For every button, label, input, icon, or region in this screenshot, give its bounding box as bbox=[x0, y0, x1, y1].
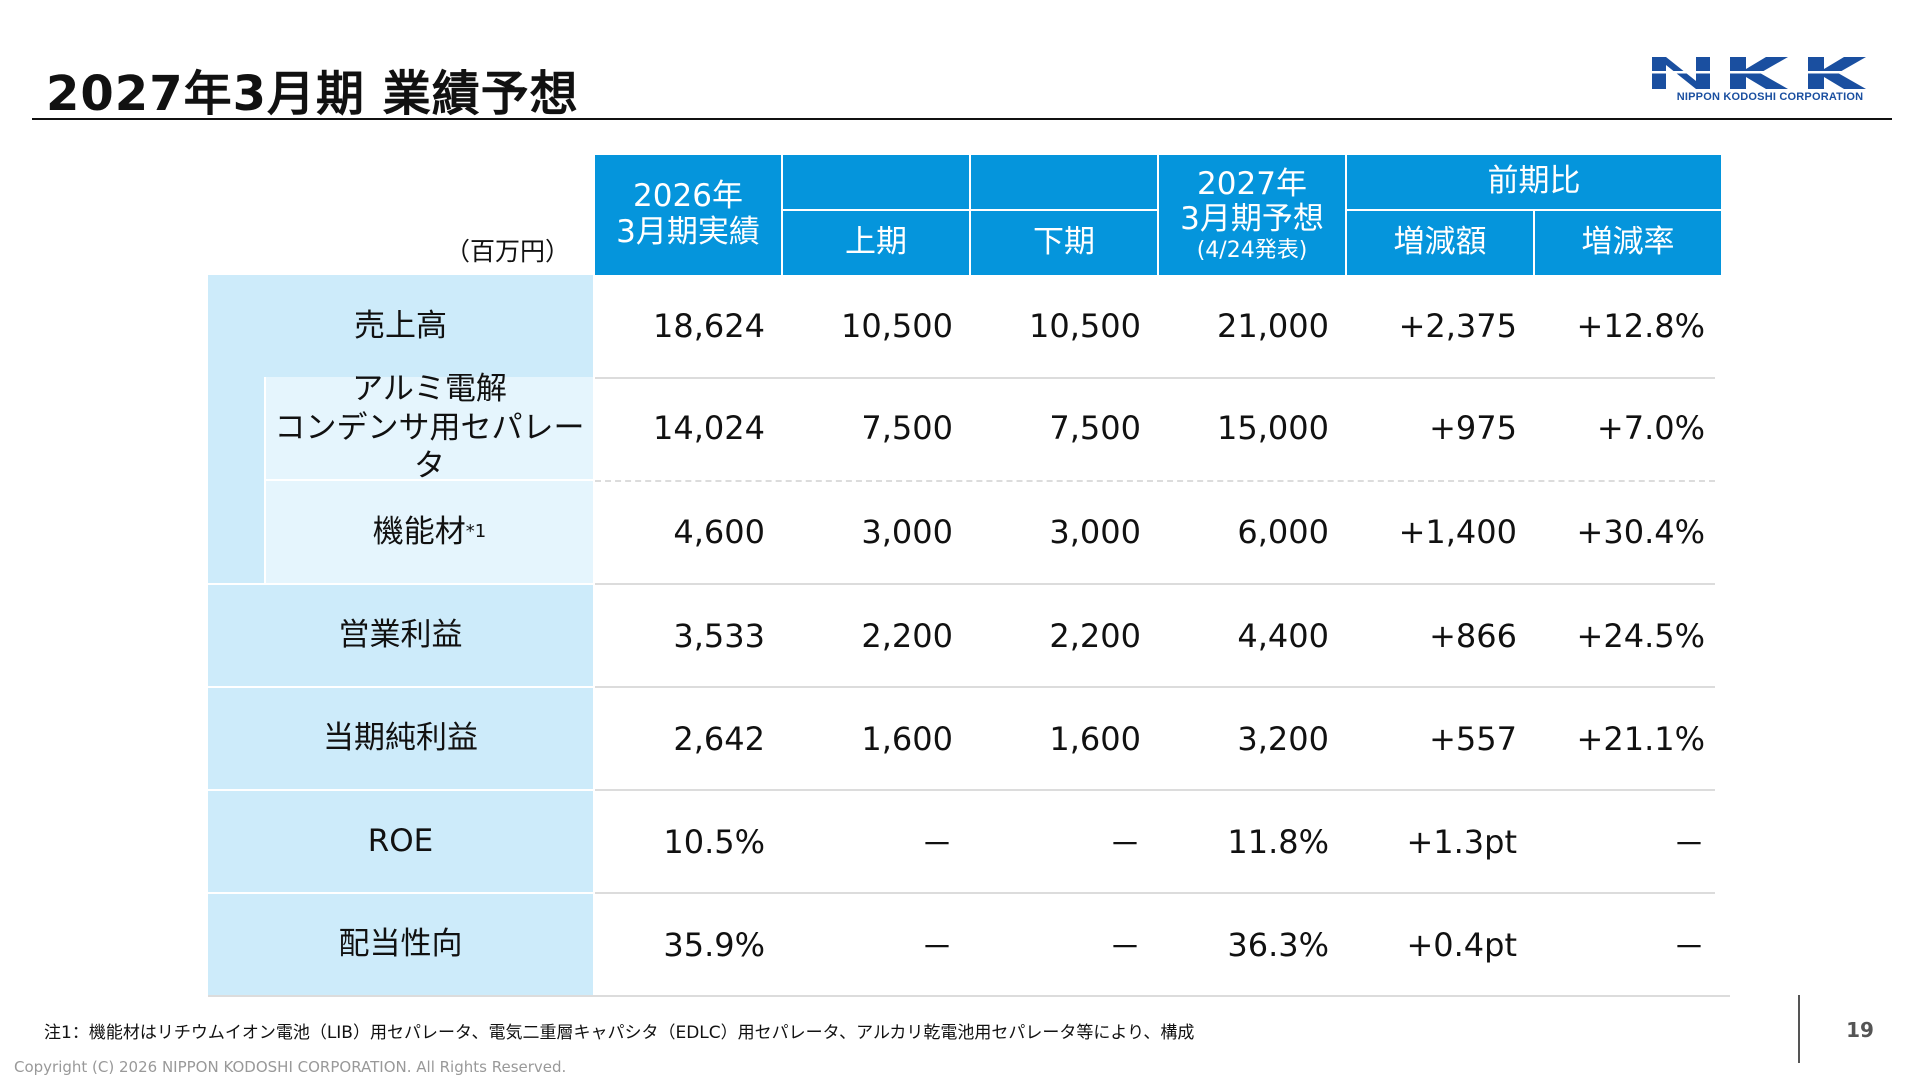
cell-first-half: 1,600 bbox=[861, 720, 953, 758]
cell-second-half: 2,200 bbox=[1049, 617, 1141, 655]
cell-first-half: － bbox=[920, 928, 953, 966]
row-divider-dashed bbox=[595, 480, 1715, 482]
page-number-divider bbox=[1798, 995, 1800, 1063]
copyright: Copyright (C) 2026 NIPPON KODOSHI CORPOR… bbox=[14, 1058, 567, 1076]
page-number: 19 bbox=[1846, 1018, 1874, 1042]
cell-diff: +2,375 bbox=[1398, 307, 1517, 345]
cell-rate: － bbox=[1672, 825, 1705, 863]
cell-first-half: 7,500 bbox=[861, 409, 953, 447]
cell-diff: +0.4pt bbox=[1406, 926, 1517, 964]
cell-diff: +975 bbox=[1429, 409, 1517, 447]
cell-forecast: 36.3% bbox=[1227, 926, 1329, 964]
header-actual-line2: 3月期実績 bbox=[616, 214, 760, 250]
row-label-net-income: 当期純利益 bbox=[208, 688, 593, 789]
cell-rate: +7.0% bbox=[1596, 409, 1705, 447]
header-rate: 増減率 bbox=[1535, 211, 1721, 275]
table-bottom-rule bbox=[208, 995, 1730, 997]
cell-second-half: 10,500 bbox=[1029, 307, 1141, 345]
cell-first-half: 3,000 bbox=[861, 513, 953, 551]
cell-rate: － bbox=[1672, 928, 1705, 966]
row-label-payout: 配当性向 bbox=[208, 894, 593, 995]
header-second-half: 下期 bbox=[971, 211, 1157, 275]
row-divider bbox=[595, 686, 1715, 688]
header-blank-1 bbox=[783, 155, 969, 209]
header-blank-2 bbox=[971, 155, 1157, 209]
header-diff: 増減額 bbox=[1347, 211, 1533, 275]
header-forecast-line3: (4/24発表) bbox=[1196, 237, 1308, 263]
row-label-aluminum-line2: コンデンサ用セパレータ bbox=[274, 409, 585, 485]
footnote-mark: *1 bbox=[465, 520, 487, 542]
cell-second-half: － bbox=[1108, 928, 1141, 966]
cell-actual: 14,024 bbox=[653, 409, 765, 447]
cell-forecast: 15,000 bbox=[1217, 409, 1329, 447]
row-label-functional: 機能材 *1 bbox=[266, 481, 593, 583]
cell-diff: +1,400 bbox=[1398, 513, 1517, 551]
row-label-aluminum-line1: アルミ電解 bbox=[352, 370, 507, 407]
row-divider bbox=[595, 583, 1715, 585]
cell-first-half: － bbox=[920, 825, 953, 863]
row-label-aluminum: アルミ電解 コンデンサ用セパレータ bbox=[266, 371, 593, 484]
header-actual: 2026年 3月期実績 bbox=[595, 155, 781, 275]
unit-label: （百万円） bbox=[444, 237, 570, 266]
nkk-logo bbox=[1650, 57, 1888, 89]
cell-first-half: 2,200 bbox=[861, 617, 953, 655]
cell-actual: 3,533 bbox=[673, 617, 765, 655]
header-compare: 前期比 bbox=[1347, 155, 1721, 209]
header-forecast-line1: 2027年 bbox=[1197, 165, 1307, 202]
cell-forecast: 11.8% bbox=[1227, 823, 1329, 861]
page-title: 2027年3月期 業績予想 bbox=[46, 66, 579, 122]
cell-actual: 18,624 bbox=[653, 307, 765, 345]
cell-second-half: 3,000 bbox=[1049, 513, 1141, 551]
cell-forecast: 6,000 bbox=[1237, 513, 1329, 551]
header-forecast: 2027年 3月期予想 (4/24発表) bbox=[1159, 155, 1345, 275]
cell-actual: 10.5% bbox=[663, 823, 765, 861]
logo-caption: NIPPON KODOSHI CORPORATION bbox=[1676, 91, 1864, 103]
cell-second-half: － bbox=[1108, 825, 1141, 863]
cell-rate: +24.5% bbox=[1576, 617, 1705, 655]
cell-first-half: 10,500 bbox=[841, 307, 953, 345]
cell-rate: +12.8% bbox=[1576, 307, 1705, 345]
cell-second-half: 7,500 bbox=[1049, 409, 1141, 447]
cell-rate: +30.4% bbox=[1576, 513, 1705, 551]
cell-forecast: 3,200 bbox=[1237, 720, 1329, 758]
cell-actual: 35.9% bbox=[663, 926, 765, 964]
cell-actual: 2,642 bbox=[673, 720, 765, 758]
row-label-operating-profit: 営業利益 bbox=[208, 585, 593, 686]
cell-forecast: 21,000 bbox=[1217, 307, 1329, 345]
row-label-functional-text: 機能材 bbox=[372, 513, 466, 550]
title-divider bbox=[32, 118, 1892, 120]
cell-diff: +866 bbox=[1429, 617, 1517, 655]
cell-second-half: 1,600 bbox=[1049, 720, 1141, 758]
cell-diff: +557 bbox=[1429, 720, 1517, 758]
cell-forecast: 4,400 bbox=[1237, 617, 1329, 655]
header-first-half: 上期 bbox=[783, 211, 969, 275]
footnote: 注1：機能材はリチウムイオン電池（LIB）用セパレータ、電気二重層キャパシタ（E… bbox=[44, 1023, 1195, 1043]
header-actual-line1: 2026年 bbox=[633, 178, 743, 215]
cell-rate: +21.1% bbox=[1576, 720, 1705, 758]
cell-actual: 4,600 bbox=[673, 513, 765, 551]
cell-diff: +1.3pt bbox=[1406, 823, 1517, 861]
row-label-sales: 売上高 bbox=[208, 275, 593, 377]
row-divider bbox=[595, 892, 1715, 894]
row-divider bbox=[595, 789, 1715, 791]
row-divider bbox=[595, 377, 1715, 379]
header-forecast-line2: 3月期予想 bbox=[1180, 201, 1324, 238]
row-label-roe: ROE bbox=[208, 791, 593, 892]
